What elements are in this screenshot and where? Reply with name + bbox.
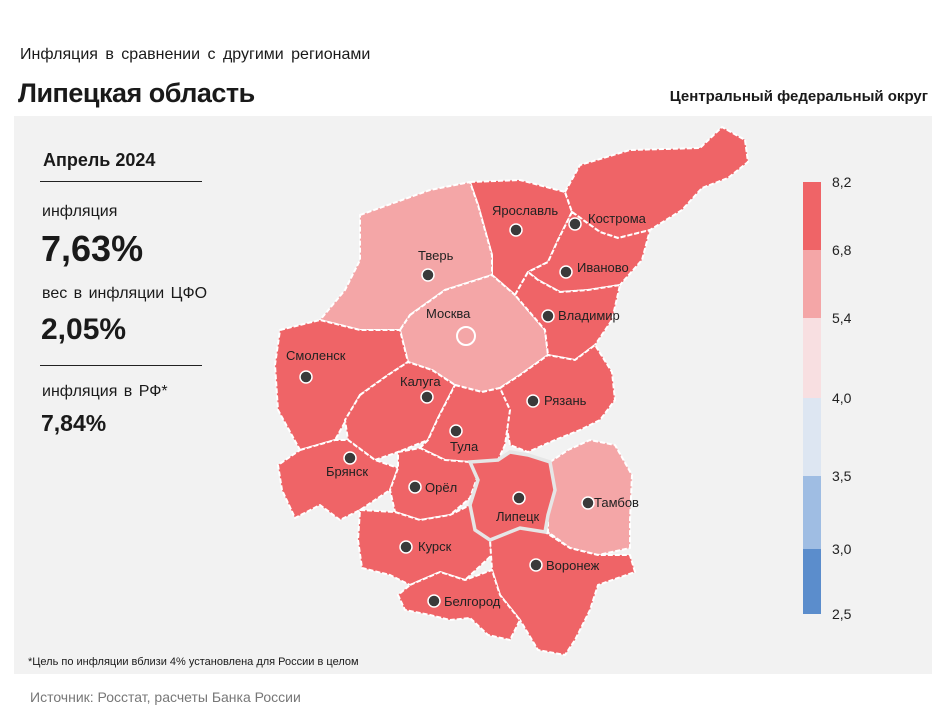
city-dot-ryazan	[526, 394, 540, 408]
legend-band-3	[803, 398, 821, 476]
inflation-value: 7,63%	[41, 228, 144, 269]
city-dot-moscow	[456, 326, 476, 346]
city-dot-kostroma	[568, 217, 582, 231]
city-label-bryansk: Брянск	[326, 464, 368, 479]
legend-tick-0: 8,2	[832, 174, 852, 190]
city-dot-ivanovo	[559, 265, 573, 279]
chart-subtitle: Инфляция в сравнении с другими регионами	[20, 46, 371, 63]
city-dot-orel	[408, 480, 422, 494]
source-note: Источник: Росстат, расчеты Банка России	[30, 689, 301, 705]
legend-band-4	[803, 476, 821, 549]
color-legend: 8,2 6,8 5,4 4,0 3,5 3,0 2,5	[803, 174, 852, 622]
divider-top	[40, 181, 202, 182]
city-label-kaluga: Калуга	[400, 374, 441, 389]
city-label-tver: Тверь	[418, 248, 454, 263]
footnote: *Цель по инфляции вблизи 4% установлена …	[28, 656, 359, 668]
city-dot-kursk	[399, 540, 413, 554]
region-vladimir	[514, 271, 621, 361]
rf-inflation-value: 7,84%	[41, 410, 107, 436]
city-dot-vladimir	[541, 309, 555, 323]
city-label-kostroma: Кострома	[588, 211, 647, 226]
region-lipetsk	[469, 451, 556, 541]
city-label-voronezh: Воронеж	[546, 558, 600, 573]
legend-tick-2: 5,4	[832, 310, 852, 326]
region-bryansk	[277, 439, 399, 521]
city-dot-kaluga	[420, 390, 434, 404]
inflation-label: инфляция	[42, 203, 118, 220]
legend-band-2	[803, 318, 821, 398]
city-label-smolensk: Смоленск	[286, 348, 346, 363]
legend-tick-1: 6,8	[832, 242, 852, 258]
city-label-ivanovo: Иваново	[577, 260, 629, 275]
region-kostroma	[564, 126, 749, 239]
highlight-outline-lipetsk	[467, 450, 557, 542]
city-dot-smolensk	[299, 370, 313, 384]
rf-inflation-label: инфляция в РФ*	[42, 383, 168, 400]
legend-band-0	[803, 182, 821, 250]
city-label-lipetsk: Липецк	[496, 509, 540, 524]
divider-bottom	[40, 365, 202, 366]
legend-tick-6: 2,5	[832, 606, 852, 622]
region-orel	[389, 447, 479, 521]
legend-tick-4: 3,5	[832, 468, 852, 484]
region-title: Липецкая область	[18, 78, 255, 108]
city-label-ryazan: Рязань	[544, 393, 587, 408]
weight-value: 2,05%	[41, 313, 127, 346]
period-label: Апрель 2024	[43, 150, 156, 170]
city-label-belgorod: Белгород	[444, 594, 501, 609]
legend-band-1	[803, 250, 821, 318]
city-label-vladimir: Владимир	[558, 308, 620, 323]
weight-label: вес в инфляции ЦФО	[42, 285, 208, 302]
region-ryazan	[499, 344, 616, 453]
city-dot-yaroslavl	[509, 223, 523, 237]
region-belgorod	[397, 569, 521, 641]
district-label: Центральный федеральный округ	[669, 88, 928, 105]
city-label-yaroslavl: Ярославль	[492, 203, 558, 218]
city-dot-tula	[449, 424, 463, 438]
city-dot-belgorod	[427, 594, 441, 608]
city-label-orel: Орёл	[425, 480, 457, 495]
city-dot-lipetsk	[512, 491, 526, 505]
city-dot-bryansk	[343, 451, 357, 465]
city-dot-tambov	[581, 496, 595, 510]
city-label-tambov: Тамбов	[594, 495, 639, 510]
city-label-tula: Тула	[450, 439, 479, 454]
region-kaluga	[344, 361, 456, 461]
legend-band-5	[803, 549, 821, 614]
city-label-moscow: Москва	[426, 306, 471, 321]
city-dot-tver	[421, 268, 435, 282]
regions-layer	[274, 126, 749, 656]
city-dot-voronezh	[529, 558, 543, 572]
legend-tick-5: 3,0	[832, 541, 852, 557]
city-label-kursk: Курск	[418, 539, 452, 554]
legend-tick-3: 4,0	[832, 390, 852, 406]
cities-layer: Ярославль Кострома Тверь Иваново Москва Влади…	[286, 203, 647, 609]
